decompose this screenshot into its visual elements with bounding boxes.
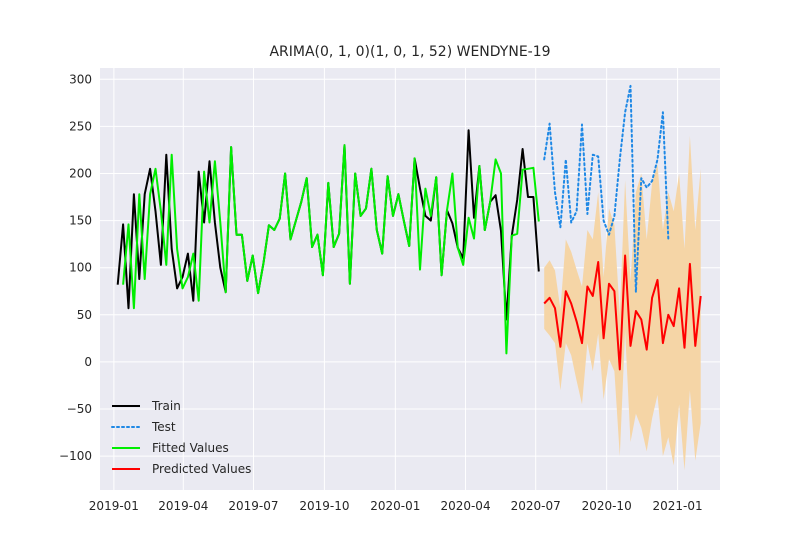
y-tick-label: 50 (77, 308, 92, 322)
y-tick-label: 100 (69, 261, 92, 275)
fitted-values-line (122, 144, 540, 355)
x-tick-label: 2020-07 (511, 499, 561, 513)
x-tick-label: 2021-01 (653, 499, 703, 513)
legend-label-predicted-values: Predicted Values (152, 462, 251, 476)
test-line (543, 84, 670, 294)
series-layer (116, 84, 702, 371)
x-tick-label: 2019-07 (228, 499, 278, 513)
x-tick-label: 2019-10 (299, 499, 349, 513)
chart-title: ARIMA(0, 1, 0)(1, 0, 1, 52) WENDYNE-19 (269, 44, 550, 60)
predicted-values-line (543, 254, 702, 371)
x-tick-label: 2020-01 (370, 499, 420, 513)
legend-label-fitted-values: Fitted Values (152, 441, 229, 455)
y-tick-label: 200 (69, 167, 92, 181)
y-tick-label: 300 (69, 72, 92, 86)
x-axis-ticks: 2019-01 2019-04 2019-07 2019-10 2020-01 2020-… (89, 499, 703, 513)
x-tick-label: 2020-10 (582, 499, 632, 513)
legend-label-test: Test (151, 420, 176, 434)
y-tick-label: −100 (59, 449, 92, 463)
x-tick-label: 2019-04 (158, 499, 208, 513)
legend-label-train: Train (151, 399, 181, 413)
x-tick-label: 2020-04 (440, 499, 490, 513)
x-tick-label: 2019-01 (89, 499, 139, 513)
y-axis-ticks: −100 −50 0 50 100 150 200 250 300 (59, 72, 92, 463)
legend: Train Test Fitted Values Predicted Values (111, 399, 251, 476)
y-tick-label: 0 (84, 355, 92, 369)
y-tick-label: 150 (69, 214, 92, 228)
y-tick-label: 250 (69, 119, 92, 133)
y-tick-label: −50 (67, 402, 92, 416)
